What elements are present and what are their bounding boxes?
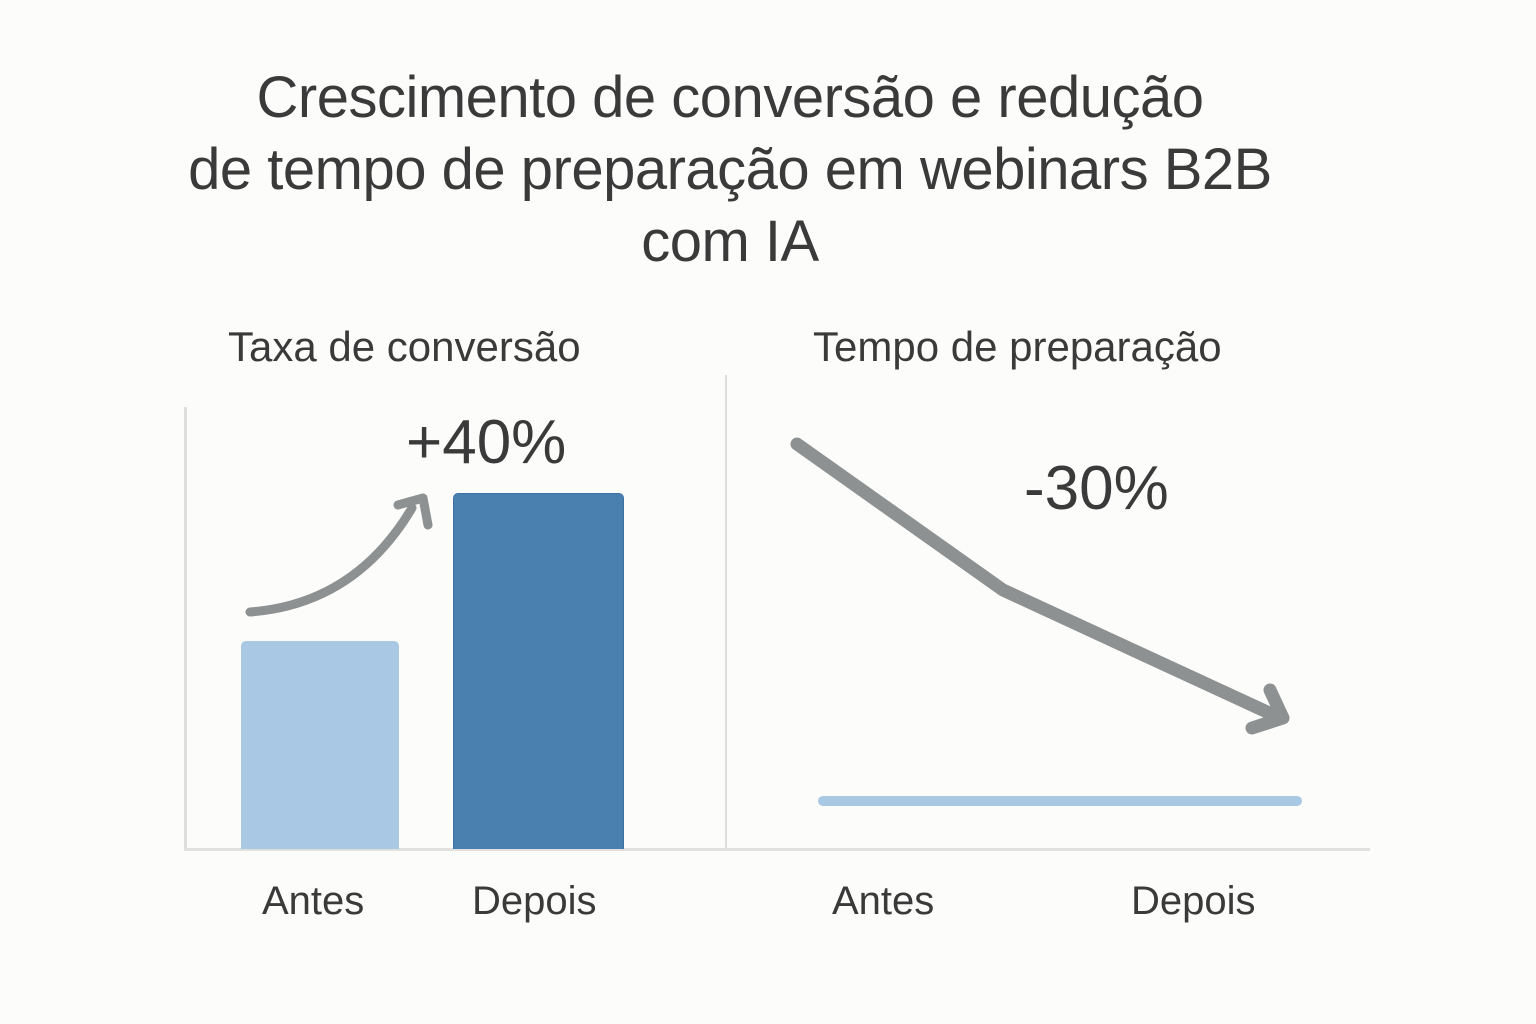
x-axis-baseline [184, 848, 1370, 851]
prep-time-panel-title: Tempo de preparação [813, 323, 1222, 370]
prep-time-delta-label: -30% [1024, 454, 1169, 523]
panel-divider [725, 375, 727, 851]
conversion-delta-label: +40% [406, 408, 567, 477]
x-label-prep-time-antes: Antes [832, 879, 935, 923]
chart-title-line-1: Crescimento de conversão e redução [256, 65, 1204, 130]
conversion-panel-title: Taxa de conversão [228, 323, 581, 370]
down-trend-arrow-icon [790, 437, 1290, 735]
chart-title-line-2: de tempo de preparação em webinars B2B [188, 137, 1272, 202]
chart-title: Crescimento de conversão e redução de te… [0, 62, 1460, 278]
curved-up-arrow-icon [245, 493, 433, 617]
x-label-conversion-depois: Depois [472, 879, 597, 923]
x-label-prep-time-depois: Depois [1131, 879, 1256, 923]
chart-title-line-3: com IA [641, 209, 819, 274]
y-axis-line [184, 407, 187, 851]
bar-antes [241, 641, 399, 849]
x-label-conversion-antes: Antes [262, 879, 365, 923]
prep-time-baseline-bar [818, 796, 1302, 806]
bar-depois [453, 493, 624, 849]
